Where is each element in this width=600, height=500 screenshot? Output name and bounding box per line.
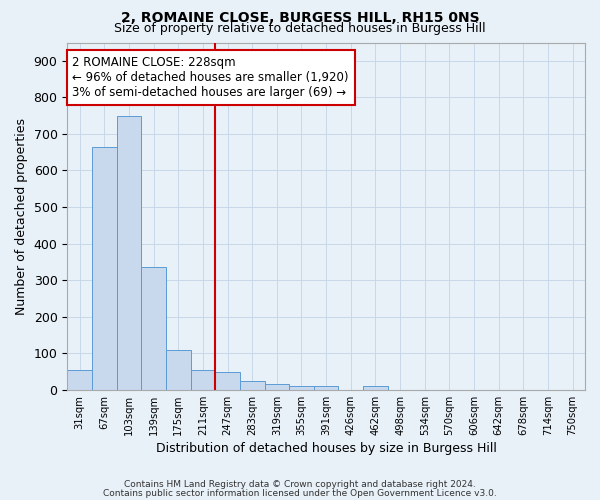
X-axis label: Distribution of detached houses by size in Burgess Hill: Distribution of detached houses by size … <box>156 442 497 455</box>
Bar <box>116 116 141 390</box>
Bar <box>215 372 240 390</box>
Bar <box>265 384 289 390</box>
Bar <box>92 146 116 390</box>
Text: 2, ROMAINE CLOSE, BURGESS HILL, RH15 0NS: 2, ROMAINE CLOSE, BURGESS HILL, RH15 0NS <box>121 11 479 25</box>
Bar <box>141 268 166 390</box>
Bar <box>363 386 388 390</box>
Text: 2 ROMAINE CLOSE: 228sqm
← 96% of detached houses are smaller (1,920)
3% of semi-: 2 ROMAINE CLOSE: 228sqm ← 96% of detache… <box>73 56 349 100</box>
Y-axis label: Number of detached properties: Number of detached properties <box>15 118 28 314</box>
Bar <box>314 386 338 390</box>
Text: Contains HM Land Registry data © Crown copyright and database right 2024.: Contains HM Land Registry data © Crown c… <box>124 480 476 489</box>
Bar <box>67 370 92 390</box>
Bar <box>166 350 191 390</box>
Text: Contains public sector information licensed under the Open Government Licence v3: Contains public sector information licen… <box>103 490 497 498</box>
Bar <box>191 370 215 390</box>
Text: Size of property relative to detached houses in Burgess Hill: Size of property relative to detached ho… <box>114 22 486 35</box>
Bar <box>289 386 314 390</box>
Bar <box>240 380 265 390</box>
